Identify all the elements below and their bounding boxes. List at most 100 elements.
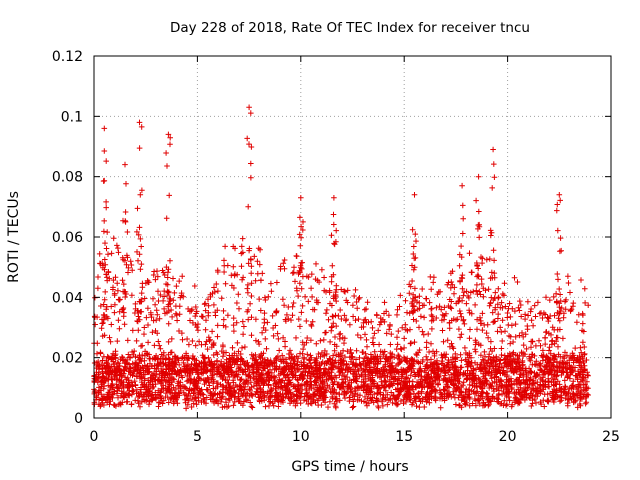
data-point: [476, 208, 482, 215]
data-point: [209, 368, 215, 375]
data-point: [211, 302, 217, 308]
data-point: [129, 360, 136, 367]
data-point: [516, 374, 523, 381]
data-point: [150, 296, 156, 302]
data-point: [267, 398, 273, 405]
data-point: [323, 289, 329, 295]
data-point: [164, 163, 170, 169]
data-point: [330, 272, 337, 278]
data-point: [174, 317, 180, 324]
data-point: [110, 277, 117, 283]
data-point: [294, 253, 300, 259]
data-point: [325, 404, 331, 410]
data-point: [319, 266, 325, 273]
data-point: [403, 379, 409, 386]
data-point: [134, 363, 141, 369]
data-point: [536, 372, 542, 378]
data-point: [231, 285, 237, 291]
data-point: [110, 284, 116, 291]
data-point: [280, 365, 287, 372]
data-point: [105, 251, 111, 257]
data-point: [452, 351, 459, 357]
data-point: [394, 341, 401, 348]
data-point: [383, 356, 390, 362]
y-axis-label: ROTI / TECUs: [6, 191, 22, 283]
data-point: [554, 271, 561, 277]
data-point: [193, 310, 199, 317]
data-point: [567, 289, 573, 296]
data-point: [309, 319, 316, 325]
data-point: [248, 293, 255, 299]
data-point: [121, 281, 127, 287]
data-point: [99, 381, 105, 388]
data-point: [576, 353, 583, 359]
data-point: [253, 378, 260, 384]
data-point: [136, 357, 143, 363]
y-tick-label: 0.02: [52, 351, 83, 367]
data-point: [421, 314, 427, 321]
data-point: [458, 313, 465, 320]
data-point: [330, 352, 336, 359]
data-point: [343, 316, 349, 322]
data-point: [364, 299, 371, 305]
data-point: [440, 338, 447, 345]
data-point: [206, 382, 213, 389]
data-point: [221, 257, 227, 264]
data-point: [136, 370, 142, 377]
data-point: [353, 347, 360, 354]
data-point: [245, 282, 251, 288]
data-point: [300, 375, 307, 381]
data-point: [300, 219, 306, 225]
data-point: [459, 285, 466, 292]
data-point: [234, 358, 241, 365]
data-point: [409, 303, 416, 309]
data-point: [138, 364, 144, 371]
data-point: [438, 352, 445, 358]
data-point: [312, 357, 318, 363]
data-point: [297, 263, 304, 269]
data-point: [276, 347, 282, 354]
data-point: [435, 382, 441, 388]
data-point: [487, 300, 494, 306]
data-point: [579, 310, 586, 317]
data-point: [208, 362, 214, 369]
data-point: [474, 262, 480, 268]
data-point: [435, 374, 441, 381]
data-point: [316, 279, 322, 285]
data-point: [104, 229, 110, 235]
data-point: [333, 323, 339, 329]
data-point: [333, 227, 339, 234]
data-point: [329, 359, 336, 366]
data-point: [119, 277, 126, 283]
data-point: [327, 339, 333, 345]
data-point: [567, 307, 574, 314]
data-point: [103, 204, 109, 211]
data-point: [156, 315, 163, 322]
data-point: [98, 303, 104, 309]
data-point: [498, 345, 505, 352]
data-point: [502, 328, 508, 334]
data-point: [409, 356, 415, 363]
data-point: [293, 335, 299, 341]
data-point: [329, 323, 335, 330]
data-point: [347, 368, 354, 375]
data-point: [152, 389, 159, 396]
data-point: [256, 382, 262, 388]
data-point: [173, 397, 180, 403]
data-point: [267, 367, 273, 373]
data-point: [123, 391, 129, 398]
data-point: [370, 377, 376, 384]
data-point: [507, 314, 514, 320]
data-point: [490, 319, 496, 325]
data-point: [226, 387, 233, 393]
data-point: [167, 141, 173, 148]
data-point: [366, 372, 372, 378]
data-point: [226, 374, 233, 380]
data-point: [411, 339, 418, 345]
data-point: [342, 354, 348, 360]
data-point: [342, 379, 349, 385]
data-point: [410, 251, 417, 257]
data-point: [101, 296, 108, 303]
data-point: [353, 299, 360, 305]
data-point: [438, 306, 444, 313]
